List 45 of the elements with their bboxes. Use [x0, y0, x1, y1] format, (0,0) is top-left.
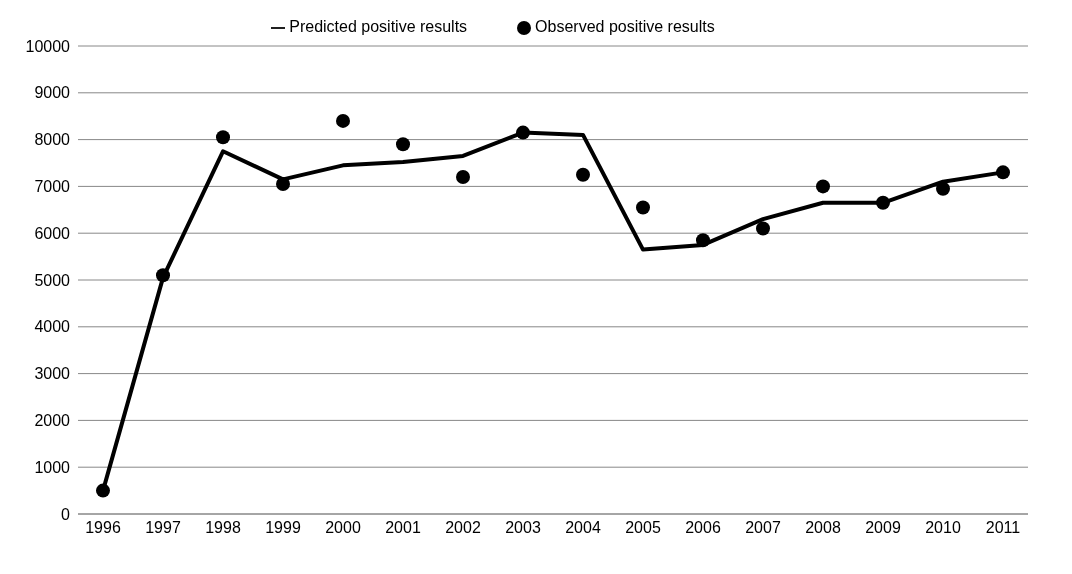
point: [936, 181, 950, 196]
x-tick-label: 2009: [865, 519, 901, 537]
x-tick-label: 2008: [805, 519, 841, 537]
y-tick-label: 7000: [34, 178, 71, 196]
point: [636, 200, 650, 215]
x-tick-label: 2004: [565, 519, 601, 537]
point: [816, 179, 830, 194]
point: [876, 195, 890, 210]
point: [96, 483, 110, 498]
y-tick-label: 1000: [34, 458, 71, 476]
x-tick-label: 1997: [145, 519, 181, 537]
point: [336, 113, 350, 128]
x-tick-label: 1999: [265, 519, 301, 537]
y-tick-label: 2000: [34, 412, 71, 430]
point: [756, 221, 770, 236]
point: [576, 167, 590, 182]
point: [696, 233, 710, 248]
point: [456, 170, 470, 185]
x-tick-label: 2005: [625, 519, 661, 537]
point: [156, 268, 170, 283]
legend-label: Observed positive results: [535, 18, 715, 35]
x-tick-label: 2007: [745, 519, 781, 537]
legend-label: Predicted positive results: [289, 18, 468, 35]
y-tick-label: 0: [61, 505, 71, 523]
y-tick-label: 10000: [25, 37, 71, 55]
x-tick-label: 2010: [925, 519, 961, 537]
y-tick-label: 8000: [34, 131, 71, 149]
y-tick-label: 3000: [34, 365, 71, 383]
point: [996, 165, 1010, 180]
x-tick-label: 1996: [85, 519, 121, 537]
y-tick-label: 6000: [34, 224, 71, 242]
x-tick-label: 2001: [385, 519, 421, 537]
x-tick-label: 2011: [985, 519, 1021, 537]
point: [276, 177, 290, 192]
y-tick-label: 4000: [34, 318, 71, 336]
y-tick-label: 5000: [34, 271, 71, 289]
x-tick-label: 2002: [445, 519, 481, 537]
x-tick-label: 2006: [685, 519, 721, 537]
point: [216, 130, 230, 145]
x-tick-label: 2000: [325, 519, 361, 537]
x-tick-label: 1998: [205, 519, 241, 537]
point: [396, 137, 410, 152]
point: [516, 125, 530, 140]
x-tick-label: 2003: [505, 519, 541, 537]
y-tick-label: 9000: [34, 84, 71, 102]
